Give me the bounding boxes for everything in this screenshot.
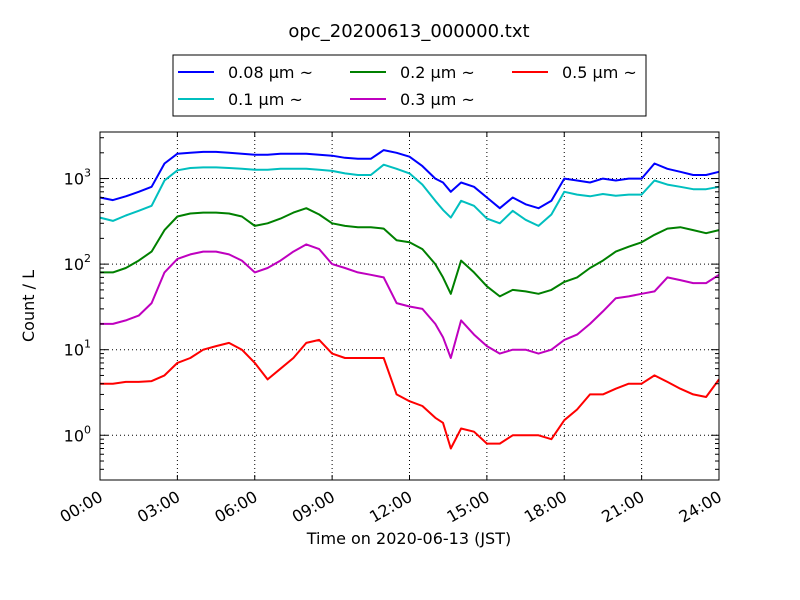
legend-label: 0.1 μm ~: [228, 90, 303, 109]
x-tick-labels: 00:00 03:00 06:00 09:00 12:00 15:00 18:00 21:00…: [57, 487, 725, 527]
series-line: [100, 243, 720, 359]
x-tick-label: 21:00: [598, 487, 647, 527]
x-tick-label: 24:00: [676, 487, 725, 527]
x-tick-label: 09:00: [289, 487, 338, 527]
y-tick-label: 101: [64, 338, 91, 360]
chart-title: opc_20200613_000000.txt: [288, 21, 529, 42]
legend-label: 0.3 μm ~: [400, 90, 475, 109]
y-tick-label: 102: [64, 252, 91, 274]
axis-ticks: [99, 132, 720, 481]
series-line: [100, 338, 720, 450]
y-tick-label: 100: [64, 423, 91, 445]
series-line: [99, 163, 720, 227]
series-line: [100, 207, 720, 298]
x-tick-label: 03:00: [134, 487, 183, 527]
legend-label: 0.2 μm ~: [400, 63, 475, 82]
x-tick-label: 15:00: [443, 487, 492, 527]
x-tick-label: 00:00: [57, 487, 106, 527]
series-line: [99, 149, 720, 210]
legend-label: 0.08 μm ~: [228, 63, 313, 82]
legend-frame: [172, 54, 647, 117]
x-tick-label: 12:00: [366, 487, 415, 527]
x-axis-label: Time on 2020-06-13 (JST): [306, 529, 511, 548]
legend: 0.08 μm ~ 0.1 μm ~ 0.2 μm ~ 0.3 μm ~ 0.5 μm …: [172, 54, 647, 117]
series-lines: [99, 149, 720, 450]
y-axis-label: Count / L: [19, 270, 38, 342]
legend-label: 0.5 μm ~: [562, 63, 637, 82]
y-tick-labels: 100 101 102 103: [64, 167, 91, 446]
x-tick-label: 06:00: [211, 487, 260, 527]
y-tick-label: 103: [64, 167, 91, 189]
x-tick-label: 18:00: [521, 487, 570, 527]
